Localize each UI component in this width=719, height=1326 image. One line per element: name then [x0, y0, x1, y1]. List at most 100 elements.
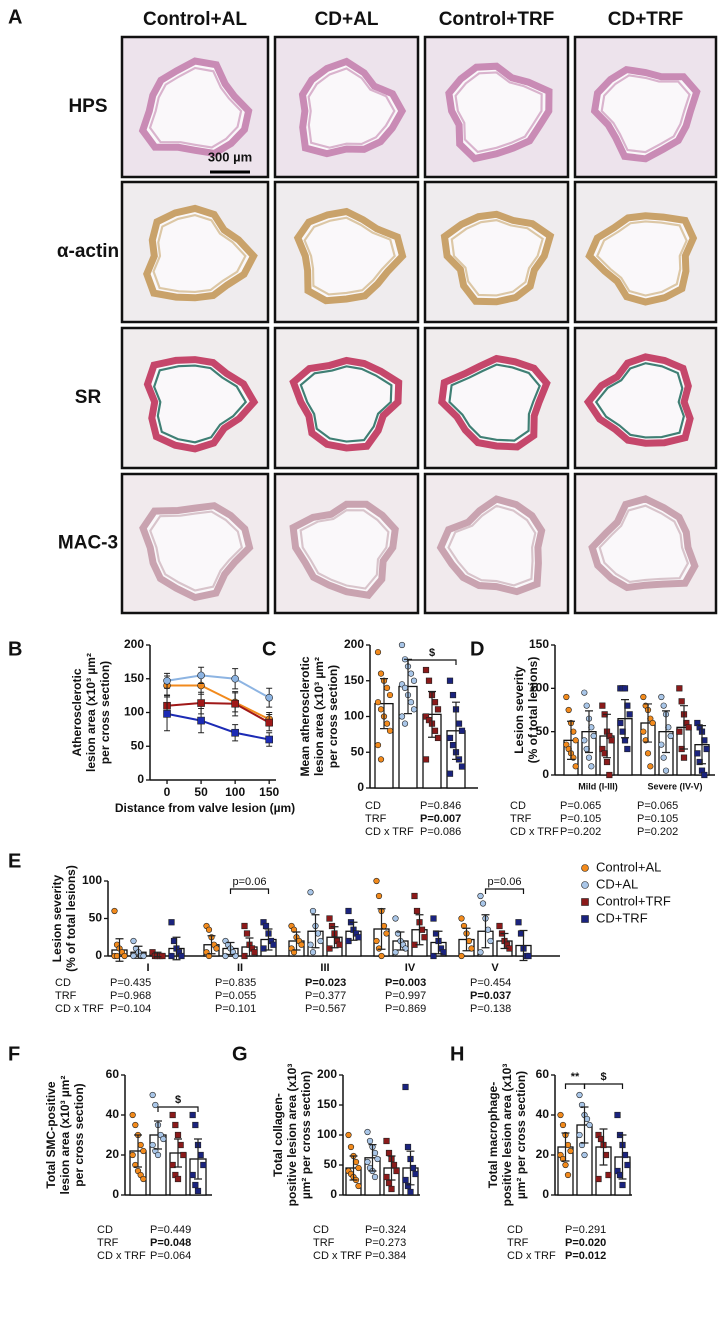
p-value: P=0.105 [560, 813, 601, 825]
data-point [177, 1141, 184, 1149]
y-tick-label: 0 [95, 948, 102, 962]
data-point [375, 892, 383, 900]
chart-panel: G 0 50 100 150 200 Total collagen-positive les… [232, 1043, 420, 1262]
p-value: P=0.377 [305, 990, 346, 1002]
error-bar [134, 1134, 142, 1168]
data-point [581, 915, 589, 923]
y-axis-label: Lesion severity [512, 666, 526, 754]
y-tick-label: 100 [124, 705, 144, 719]
p-value: P=0.968 [110, 990, 151, 1002]
data-point [557, 1111, 564, 1119]
scale-bar-label: 300 µm [208, 149, 252, 164]
data-point [626, 711, 633, 718]
y-axis-label: lesion area (x10³ µm² [312, 657, 326, 776]
y-axis-label: µm² per cross section) [514, 1071, 528, 1199]
data-point [401, 720, 409, 727]
data-point [640, 693, 647, 701]
data-point [479, 900, 487, 907]
y-tick-label: 0 [542, 767, 549, 781]
y-axis-label: Total macrophage- [486, 1082, 500, 1188]
data-point [446, 734, 454, 742]
data-point [588, 763, 595, 770]
p-value: P=0.055 [215, 990, 256, 1002]
data-point [658, 741, 665, 748]
data-point [617, 719, 624, 727]
data-point [458, 952, 465, 960]
data-point [660, 702, 667, 709]
x-tick-label: V [491, 962, 499, 974]
error-bar [434, 930, 443, 955]
data-point [572, 737, 579, 744]
data-point [392, 915, 399, 922]
y-axis-label: Lesion severity [50, 874, 64, 962]
data-point [567, 1147, 574, 1155]
panel-label: C [262, 638, 276, 660]
column-header: CD+AL [315, 9, 379, 30]
data-point [701, 771, 708, 779]
row-label: MAC-3 [58, 533, 118, 554]
data-point [169, 1161, 176, 1169]
data-point [393, 1167, 400, 1175]
micrograph-border [273, 326, 420, 470]
data-point [386, 727, 394, 734]
data-point [355, 1164, 362, 1172]
y-tick-label: 100 [82, 873, 102, 887]
data-point [383, 1173, 390, 1181]
error-bar [387, 1155, 396, 1181]
error-bar [561, 1132, 570, 1162]
stats-row-label: CD [55, 977, 71, 989]
data-point [446, 770, 454, 777]
data-point [169, 1111, 176, 1119]
y-tick-label: 0 [357, 780, 364, 794]
data-point [213, 945, 220, 952]
y-tick-label: 150 [317, 1097, 337, 1111]
error-bar [662, 710, 670, 754]
stats-row-label: CD [313, 1224, 329, 1236]
micrograph [273, 326, 420, 470]
data-point [373, 937, 380, 945]
data-point [386, 691, 394, 699]
data-point [565, 706, 572, 714]
data-point [374, 649, 382, 656]
vessel-wall [588, 495, 699, 592]
error-bar [134, 945, 143, 959]
column-header: Control+AL [143, 9, 247, 30]
panel-label: F [8, 1043, 20, 1065]
data-point [422, 756, 430, 763]
panel-label: E [8, 850, 21, 872]
vessel-wall-inner [153, 364, 248, 444]
data-point [163, 710, 171, 718]
significance-label: $ [429, 647, 435, 659]
data-point [197, 671, 205, 680]
micrograph [573, 180, 718, 324]
y-axis-label: Total collagen- [271, 1093, 285, 1177]
data-point [660, 754, 667, 761]
data-point [581, 1151, 588, 1159]
data-point [174, 1131, 182, 1139]
vessel-wall [436, 495, 546, 596]
p-value: P=0.105 [637, 813, 678, 825]
data-point [578, 1101, 586, 1109]
y-tick-label: 0 [137, 772, 144, 786]
vessel-wall-inner [450, 219, 544, 297]
data-point [326, 915, 333, 922]
data-point [355, 1182, 362, 1190]
data-point [586, 1121, 593, 1129]
data-point [430, 952, 437, 960]
error-bar [680, 705, 688, 750]
p-value: P=0.003 [385, 977, 426, 989]
data-point [137, 1141, 144, 1149]
micrograph-border [273, 472, 420, 615]
data-point [140, 1175, 147, 1183]
p-value: P=0.324 [365, 1224, 406, 1236]
data-point [378, 952, 385, 960]
data-point [398, 641, 406, 649]
stats-row-label: CD [97, 1224, 113, 1236]
micrograph-border [423, 472, 570, 615]
micrograph [423, 472, 570, 615]
error-bar [519, 929, 528, 962]
y-axis-label: lesion area (x10³ µm² [84, 653, 98, 772]
y-axis-label: Atherosclerotic [70, 668, 84, 756]
data-point [496, 922, 503, 930]
